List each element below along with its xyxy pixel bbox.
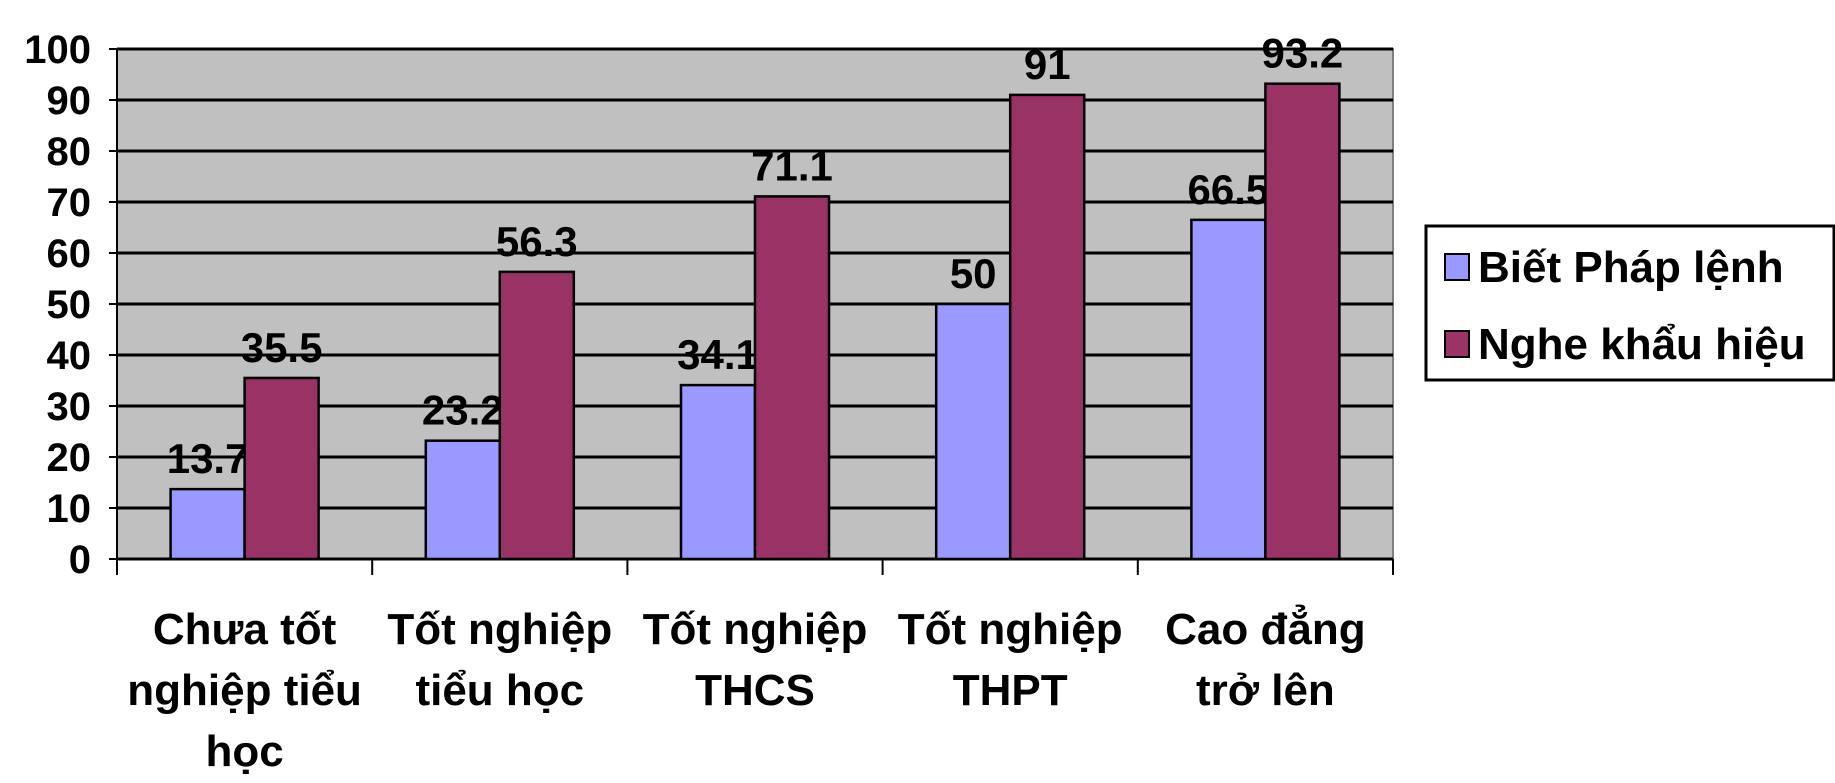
y-tick-label: 10 <box>47 487 92 531</box>
y-tick-label: 20 <box>47 436 92 480</box>
bar <box>1190 218 1267 561</box>
legend-swatch <box>1444 330 1470 358</box>
y-tick-label: 30 <box>47 385 92 429</box>
data-label: 50 <box>950 250 997 297</box>
bar <box>424 439 502 561</box>
x-tick-label: Tốt nghiệp THCS <box>642 605 868 715</box>
bar <box>753 195 831 561</box>
y-tick-label: 100 <box>24 28 91 72</box>
data-label: 56.3 <box>496 218 578 265</box>
bar <box>1008 93 1086 561</box>
y-tick-label: 70 <box>47 181 92 225</box>
bar <box>679 383 757 561</box>
data-label: 71.1 <box>751 142 833 189</box>
bar <box>169 487 246 561</box>
bar <box>934 302 1012 561</box>
data-label: 13.7 <box>167 435 249 482</box>
legend-box <box>1424 224 1835 382</box>
data-label: 93.2 <box>1262 30 1344 77</box>
bar <box>1264 82 1341 561</box>
data-label: 91 <box>1024 41 1071 88</box>
legend-swatch <box>1444 253 1470 281</box>
bar <box>498 270 576 561</box>
data-label: 34.1 <box>677 331 759 378</box>
legend-label: Biết Pháp lệnh <box>1478 243 1784 292</box>
y-tick-label: 40 <box>47 334 92 378</box>
bar <box>243 376 320 561</box>
x-tick-label: Chưa tốt nghiệp tiểu học <box>127 605 362 776</box>
x-tick-label: Cao đẳng trở lên <box>1165 605 1366 715</box>
x-tick-label: Tốt nghiệp tiểu học <box>387 605 613 715</box>
y-tick-label: 60 <box>47 232 92 276</box>
data-label: 66.5 <box>1188 166 1270 213</box>
legend-label: Nghe khẩu hiệu <box>1478 320 1806 369</box>
y-tick-label: 90 <box>47 79 92 123</box>
y-tick-label: 50 <box>47 283 92 327</box>
y-tick-label: 0 <box>69 538 91 582</box>
y-tick-label: 80 <box>47 130 92 174</box>
data-label: 23.2 <box>422 387 504 434</box>
x-tick-label: Tốt nghiệp THPT <box>897 605 1123 715</box>
data-label: 35.5 <box>241 324 323 371</box>
